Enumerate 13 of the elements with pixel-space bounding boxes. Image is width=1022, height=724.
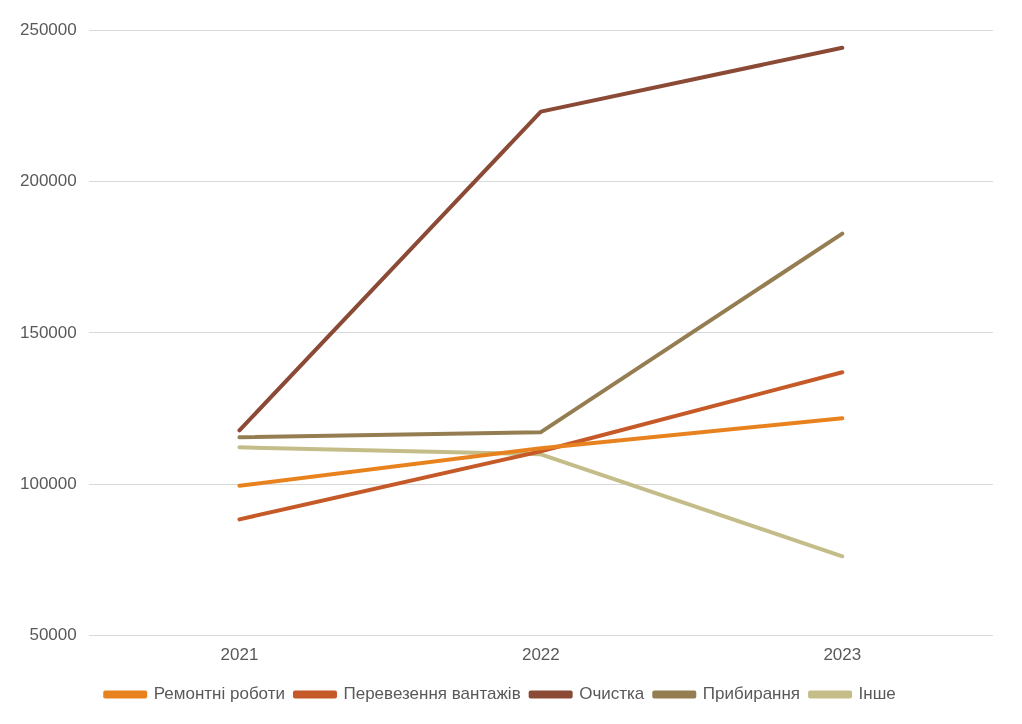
legend-label: Інше <box>858 684 896 704</box>
legend-label: Очистка <box>579 684 645 704</box>
y-tick-label: 200000 <box>19 171 77 191</box>
x-tick-label: 2022 <box>521 645 560 665</box>
y-tick-label: 250000 <box>19 19 77 39</box>
x-tick-label: 2023 <box>823 645 862 665</box>
y-tick-label: 50000 <box>29 625 77 645</box>
x-tick-label: 2021 <box>220 645 259 665</box>
y-tick-label: 150000 <box>19 322 77 342</box>
legend-label: Перевезення вантажів <box>343 684 521 704</box>
legend-label: Прибирання <box>702 684 801 704</box>
y-tick-label: 100000 <box>19 473 77 493</box>
legend-label: Ремонтні роботи <box>153 684 285 704</box>
